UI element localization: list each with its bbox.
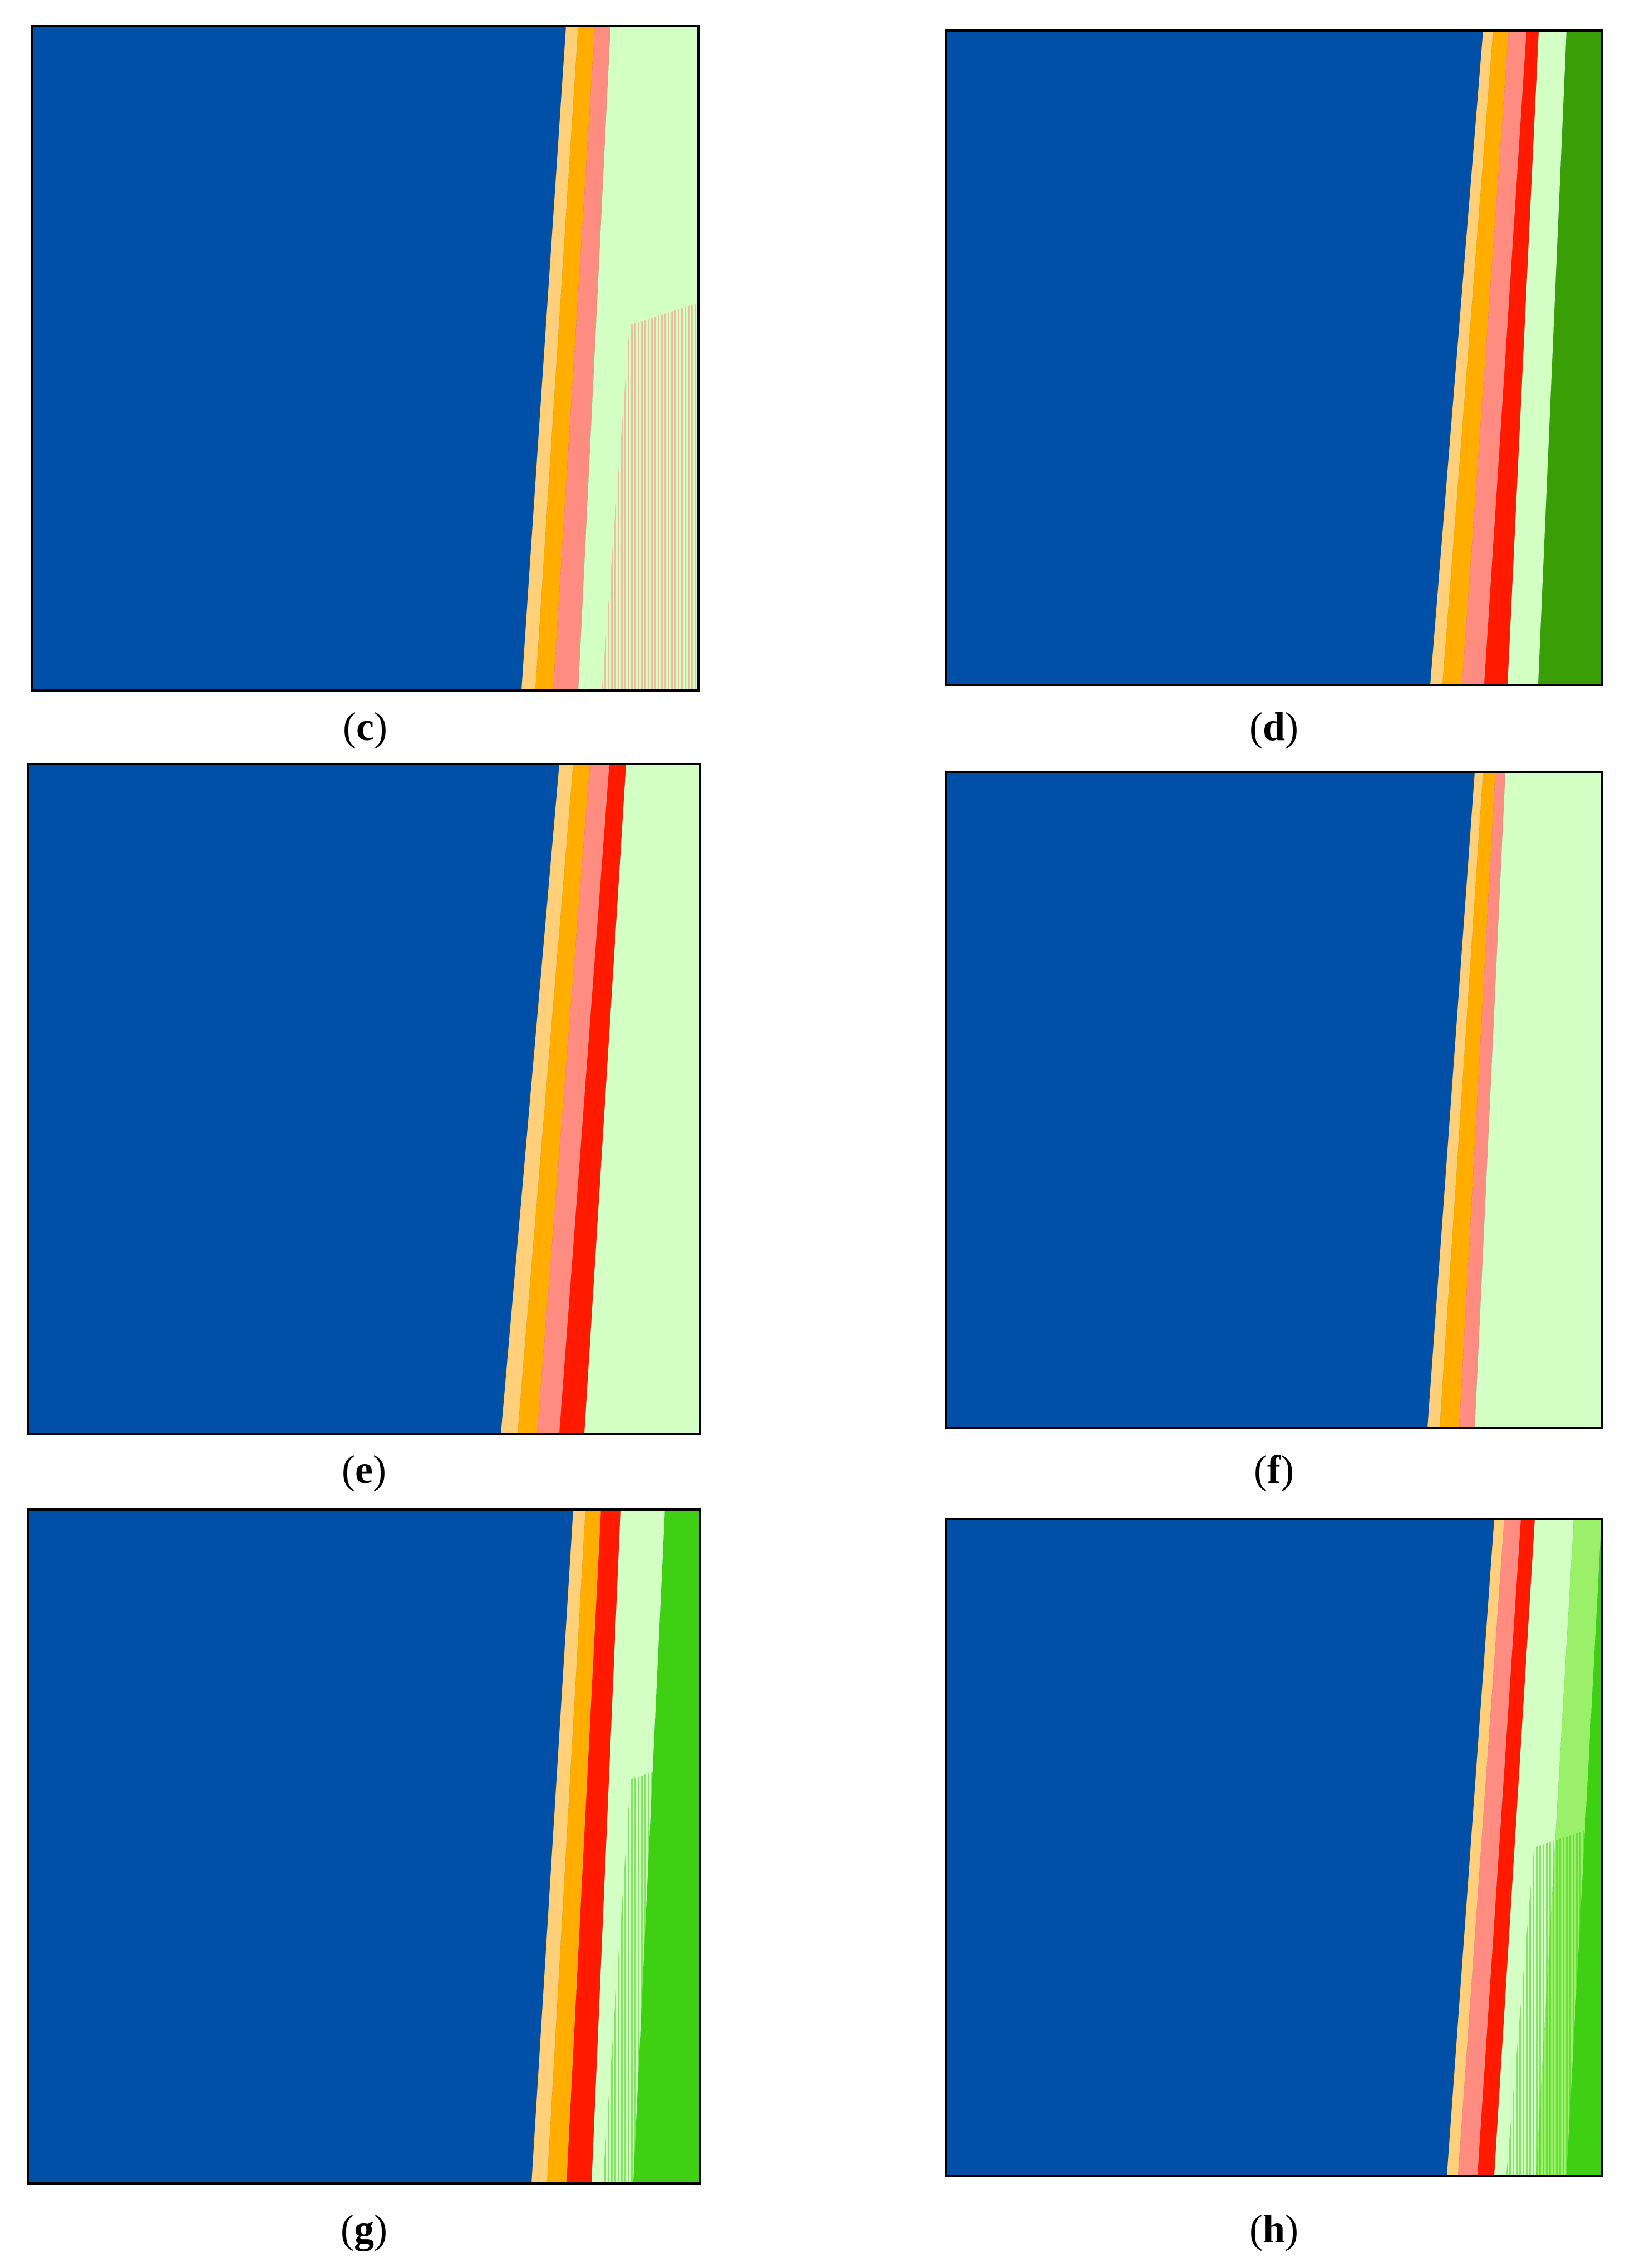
caption-letter: f: [1267, 1447, 1281, 1492]
caption-c: (c): [282, 707, 449, 747]
caption-open-paren: (: [342, 1447, 356, 1492]
panel-e: [27, 763, 701, 1435]
caption-letter: c: [356, 704, 374, 749]
panel-e-band-salmon: [537, 764, 609, 1434]
panel-g-frame: [27, 1508, 701, 2185]
caption-open-paren: (: [1249, 2207, 1263, 2251]
caption-e: (e): [280, 1449, 447, 1490]
panel-c: [31, 25, 700, 692]
panel-e-band-light_orange: [501, 764, 573, 1434]
caption-letter: e: [355, 1447, 373, 1492]
panel-g-band-red: [567, 1510, 621, 2183]
caption-f: (f): [1190, 1449, 1357, 1490]
panel-d-band-salmon: [1462, 31, 1526, 685]
panel-c-band-light_orange: [521, 26, 578, 691]
panel-e-band-pale_green: [584, 764, 700, 1434]
panel-d-band-pale_green: [1508, 31, 1567, 685]
panel-g-band-orange: [547, 1510, 601, 2183]
panel-d-band-dark_green: [1538, 31, 1602, 685]
caption-close-paren: ): [1285, 2207, 1298, 2251]
panel-g-hatch-texture: [603, 1757, 700, 2183]
panel-c-frame: [31, 25, 700, 692]
panel-h-band-red: [1478, 1519, 1535, 2176]
panel-h-band-pale_green: [1494, 1519, 1574, 2176]
caption-letter: h: [1262, 2207, 1286, 2251]
panel-f: [945, 771, 1603, 1429]
panel-e-band-red: [559, 764, 626, 1434]
panel-g-band-light_orange: [531, 1510, 585, 2183]
panel-e-band-orange: [518, 764, 590, 1434]
panel-f-band-salmon: [1459, 772, 1505, 1428]
panel-h-frame: [945, 1518, 1603, 2177]
panel-h-band-light_orange: [1447, 1519, 1504, 2176]
caption-h: (h): [1190, 2209, 1357, 2249]
panel-h-band-salmon: [1458, 1519, 1521, 2176]
panel-d-band-light_orange: [1430, 31, 1493, 685]
panel-h: [945, 1518, 1603, 2177]
caption-letter: d: [1262, 704, 1286, 749]
caption-open-paren: (: [1254, 1447, 1267, 1492]
caption-open-paren: (: [343, 704, 357, 749]
panel-f-band-pale_green: [1475, 772, 1602, 1428]
panel-e-frame: [27, 763, 701, 1435]
panel-d-frame: [945, 29, 1603, 686]
panel-d-band-orange: [1442, 31, 1509, 685]
panel-h-hatch-texture: [1506, 1825, 1602, 2176]
caption-close-paren: ): [373, 704, 387, 749]
caption-close-paren: ): [1285, 704, 1298, 749]
panel-f-frame: [945, 771, 1603, 1429]
caption-d: (d): [1190, 707, 1357, 747]
panel-f-band-light_orange: [1427, 772, 1483, 1428]
caption-close-paren: ): [372, 1447, 386, 1492]
panel-f-band-orange: [1440, 772, 1495, 1428]
caption-open-paren: (: [341, 2207, 354, 2251]
panel-c-hatch-texture: [602, 303, 698, 691]
panel-c-band-orange: [535, 26, 595, 691]
panel-c-band-salmon: [553, 26, 610, 691]
panel-g: [27, 1508, 701, 2185]
panel-d: [945, 29, 1603, 686]
caption-close-paren: ): [1280, 1447, 1294, 1492]
panel-d-band-red: [1484, 31, 1539, 685]
caption-close-paren: ): [374, 2207, 387, 2251]
caption-letter: g: [354, 2207, 374, 2251]
caption-g: (g): [280, 2209, 447, 2249]
caption-open-paren: (: [1249, 704, 1263, 749]
